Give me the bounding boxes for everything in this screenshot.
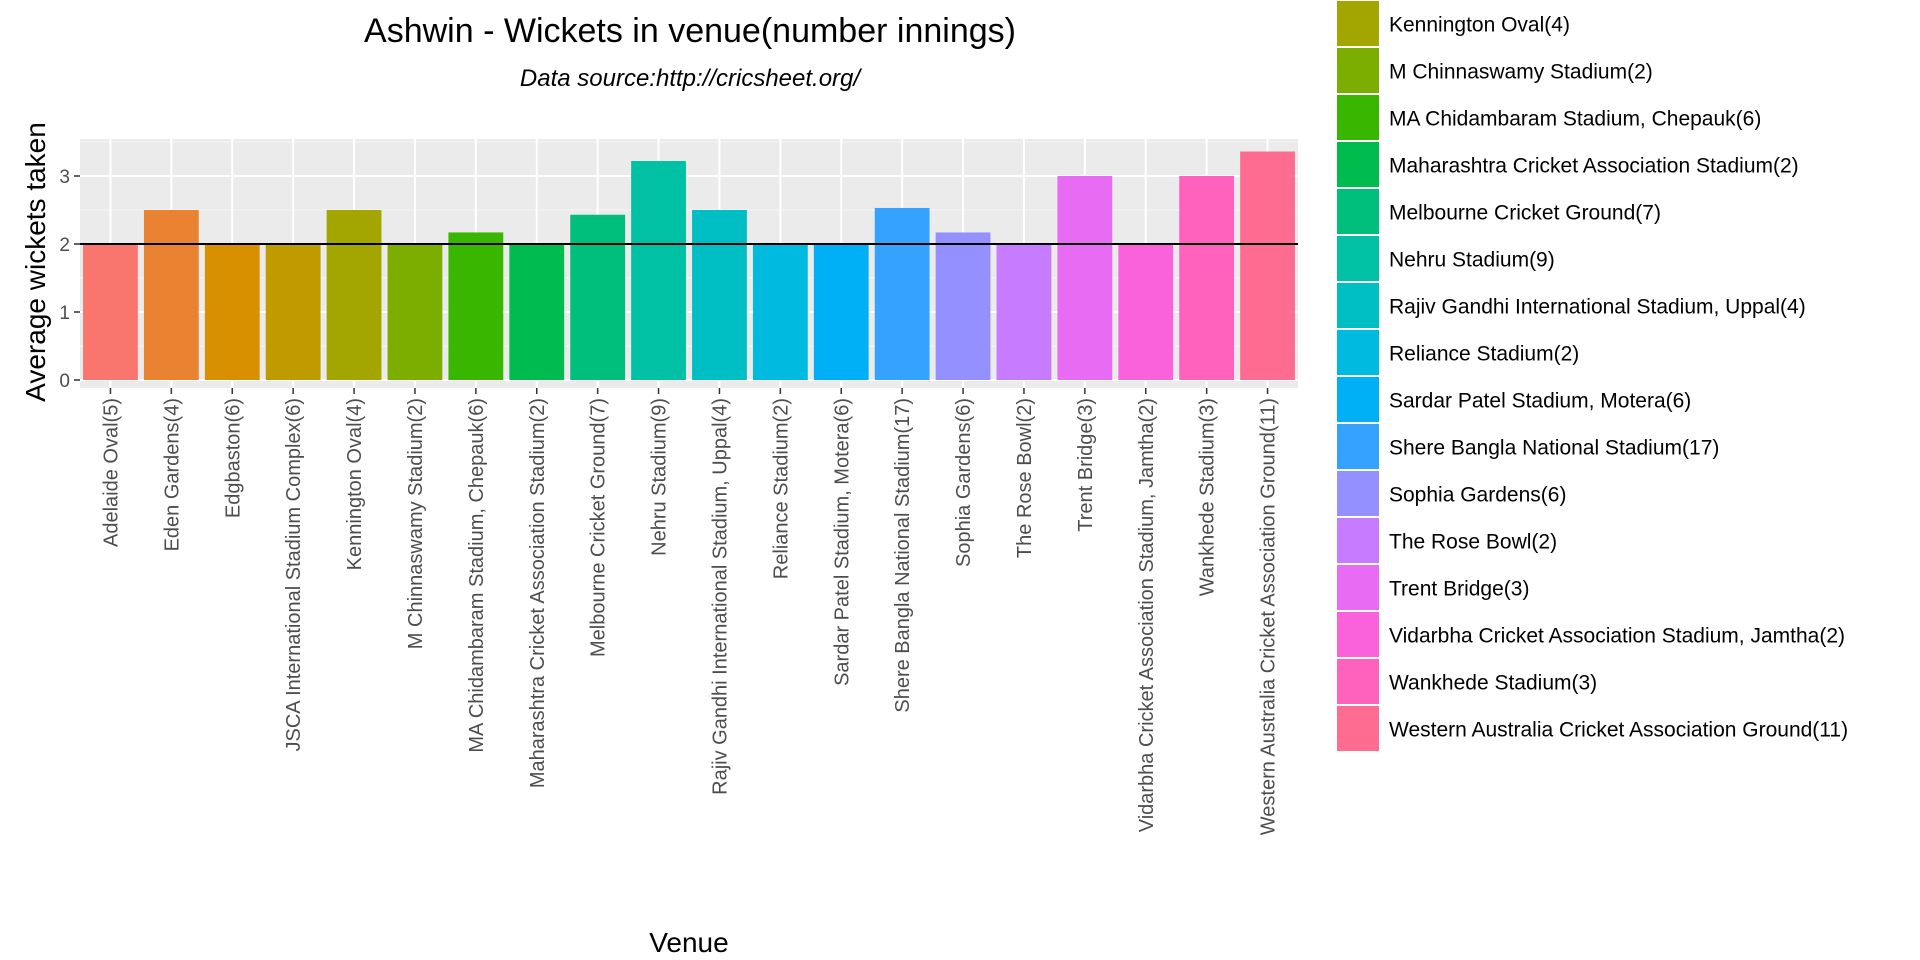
legend-key — [1337, 95, 1379, 140]
x-tick-label: The Rose Bowl(2) — [1014, 398, 1036, 558]
bar — [570, 214, 626, 380]
bar — [1179, 176, 1235, 380]
y-tick-label: 0 — [59, 371, 70, 392]
legend-key — [1337, 424, 1379, 469]
x-tick-label: Nehru Stadium(9) — [649, 398, 671, 556]
y-axis-title: Average wickets taken — [20, 122, 51, 402]
bar — [1057, 176, 1113, 380]
x-tick-label: Maharashtra Cricket Association Stadium(… — [527, 398, 549, 788]
x-axis: Adelaide Oval(5) Eden Gardens(4) Edgbaston… — [100, 388, 1280, 835]
legend-key — [1337, 612, 1379, 657]
legend-key — [1337, 142, 1379, 187]
legend-key — [1337, 283, 1379, 328]
bar — [204, 244, 260, 380]
bar — [935, 232, 991, 380]
legend: Kennington Oval(4) M Chinnaswamy Stadium(… — [1337, 1, 1848, 751]
legend-key — [1337, 471, 1379, 516]
bar — [996, 244, 1052, 380]
x-tick-label: Sophia Gardens(6) — [953, 398, 975, 567]
x-tick-label: Melbourne Cricket Ground(7) — [588, 398, 610, 657]
legend-label: Reliance Stadium(2) — [1389, 343, 1579, 366]
x-tick-label: Reliance Stadium(2) — [770, 398, 792, 579]
x-tick-label: Shere Bangla National Stadium(17) — [892, 398, 914, 713]
y-axis: 0 1 2 3 — [59, 167, 80, 392]
bar — [752, 244, 808, 380]
y-tick-label: 3 — [59, 167, 70, 188]
legend-label: Trent Bridge(3) — [1389, 578, 1529, 601]
bar — [1118, 244, 1174, 380]
x-tick-label: Trent Bridge(3) — [1075, 398, 1097, 532]
x-tick-label: Wankhede Stadium(3) — [1197, 398, 1219, 596]
x-tick-label: Western Australia Cricket Association Gr… — [1258, 398, 1280, 835]
bar — [692, 210, 747, 380]
legend-key — [1337, 48, 1379, 93]
bar — [143, 210, 199, 380]
legend-key — [1337, 706, 1379, 751]
legend-label: Nehru Stadium(9) — [1389, 249, 1555, 272]
legend-label: Shere Bangla National Stadium(17) — [1389, 437, 1719, 460]
bar — [387, 244, 443, 380]
bar — [874, 207, 930, 380]
legend-key — [1337, 659, 1379, 704]
x-tick-label: Edgbaston(6) — [222, 398, 244, 518]
bar — [448, 232, 504, 380]
bar — [509, 244, 565, 380]
legend-label: Maharashtra Cricket Association Stadium(… — [1389, 155, 1799, 178]
legend-label: MA Chidambaram Stadium, Chepauk(6) — [1389, 108, 1761, 131]
x-tick-label: M Chinnaswamy Stadium(2) — [405, 398, 427, 649]
legend-key — [1337, 377, 1379, 422]
legend-key — [1337, 518, 1379, 563]
legend-key — [1337, 189, 1379, 234]
y-tick-label: 2 — [59, 235, 70, 256]
chart-title: Ashwin - Wickets in venue(number innings… — [364, 12, 1016, 50]
legend-key — [1337, 236, 1379, 281]
legend-key — [1337, 565, 1379, 610]
x-tick-label: Adelaide Oval(5) — [100, 398, 122, 547]
legend-label: Sardar Patel Stadium, Motera(6) — [1389, 390, 1691, 413]
legend-label: Western Australia Cricket Association Gr… — [1389, 719, 1848, 742]
x-tick-label: JSCA International Stadium Complex(6) — [283, 398, 305, 752]
x-tick-label: Sardar Patel Stadium, Motera(6) — [831, 398, 853, 686]
legend-label: Wankhede Stadium(3) — [1389, 672, 1597, 695]
bar — [326, 210, 382, 380]
x-tick-label: Eden Gardens(4) — [161, 398, 183, 551]
x-axis-title: Venue — [649, 927, 728, 958]
bar — [265, 244, 321, 380]
legend-label: The Rose Bowl(2) — [1389, 531, 1557, 554]
legend-key — [1337, 1, 1379, 46]
legend-label: M Chinnaswamy Stadium(2) — [1389, 61, 1653, 84]
bar — [83, 244, 138, 380]
legend-label: Kennington Oval(4) — [1389, 14, 1570, 37]
legend-label: Rajiv Gandhi International Stadium, Uppa… — [1389, 296, 1806, 319]
bar — [1240, 151, 1295, 380]
legend-key — [1337, 330, 1379, 375]
legend-label: Sophia Gardens(6) — [1389, 484, 1566, 507]
y-tick-label: 1 — [59, 303, 70, 324]
bars — [83, 151, 1295, 380]
legend-label: Melbourne Cricket Ground(7) — [1389, 202, 1661, 225]
x-tick-label: Vidarbha Cricket Association Stadium, Ja… — [1136, 398, 1158, 832]
x-tick-label: MA Chidambaram Stadium, Chepauk(6) — [466, 398, 488, 753]
x-tick-label: Kennington Oval(4) — [344, 398, 366, 570]
bar — [813, 244, 869, 380]
bar — [631, 161, 686, 380]
x-tick-label: Rajiv Gandhi International Stadium, Uppa… — [709, 398, 731, 795]
legend-label: Vidarbha Cricket Association Stadium, Ja… — [1389, 625, 1845, 648]
chart-subtitle: Data source:http://cricsheet.org/ — [520, 65, 862, 92]
